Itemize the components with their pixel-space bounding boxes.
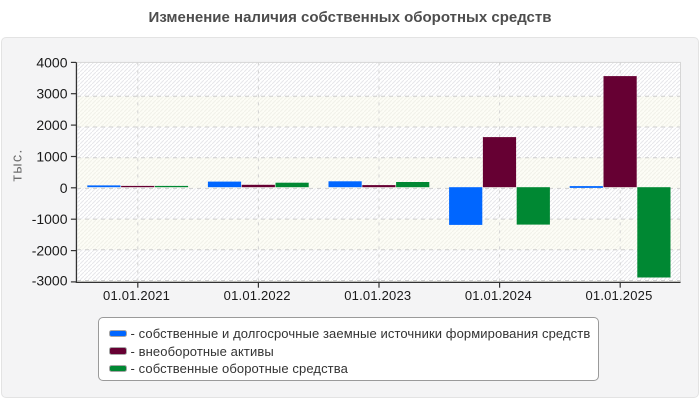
svg-text:01.01.2025: 01.01.2025 bbox=[585, 288, 652, 303]
svg-text:1000: 1000 bbox=[36, 149, 67, 165]
svg-text:0: 0 bbox=[60, 180, 68, 196]
svg-text:4000: 4000 bbox=[36, 54, 67, 70]
svg-text:-3000: -3000 bbox=[32, 273, 68, 289]
svg-text:01.01.2024: 01.01.2024 bbox=[465, 288, 532, 303]
svg-text:01.01.2022: 01.01.2022 bbox=[224, 288, 291, 303]
svg-text:3000: 3000 bbox=[36, 86, 67, 102]
svg-text:тыс.: тыс. bbox=[10, 148, 26, 181]
svg-text:01.01.2023: 01.01.2023 bbox=[344, 288, 411, 303]
svg-text:-1000: -1000 bbox=[32, 211, 68, 227]
svg-text:01.01.2021: 01.01.2021 bbox=[103, 288, 170, 303]
svg-text:-2000: -2000 bbox=[32, 243, 68, 259]
svg-text:2000: 2000 bbox=[36, 117, 67, 133]
